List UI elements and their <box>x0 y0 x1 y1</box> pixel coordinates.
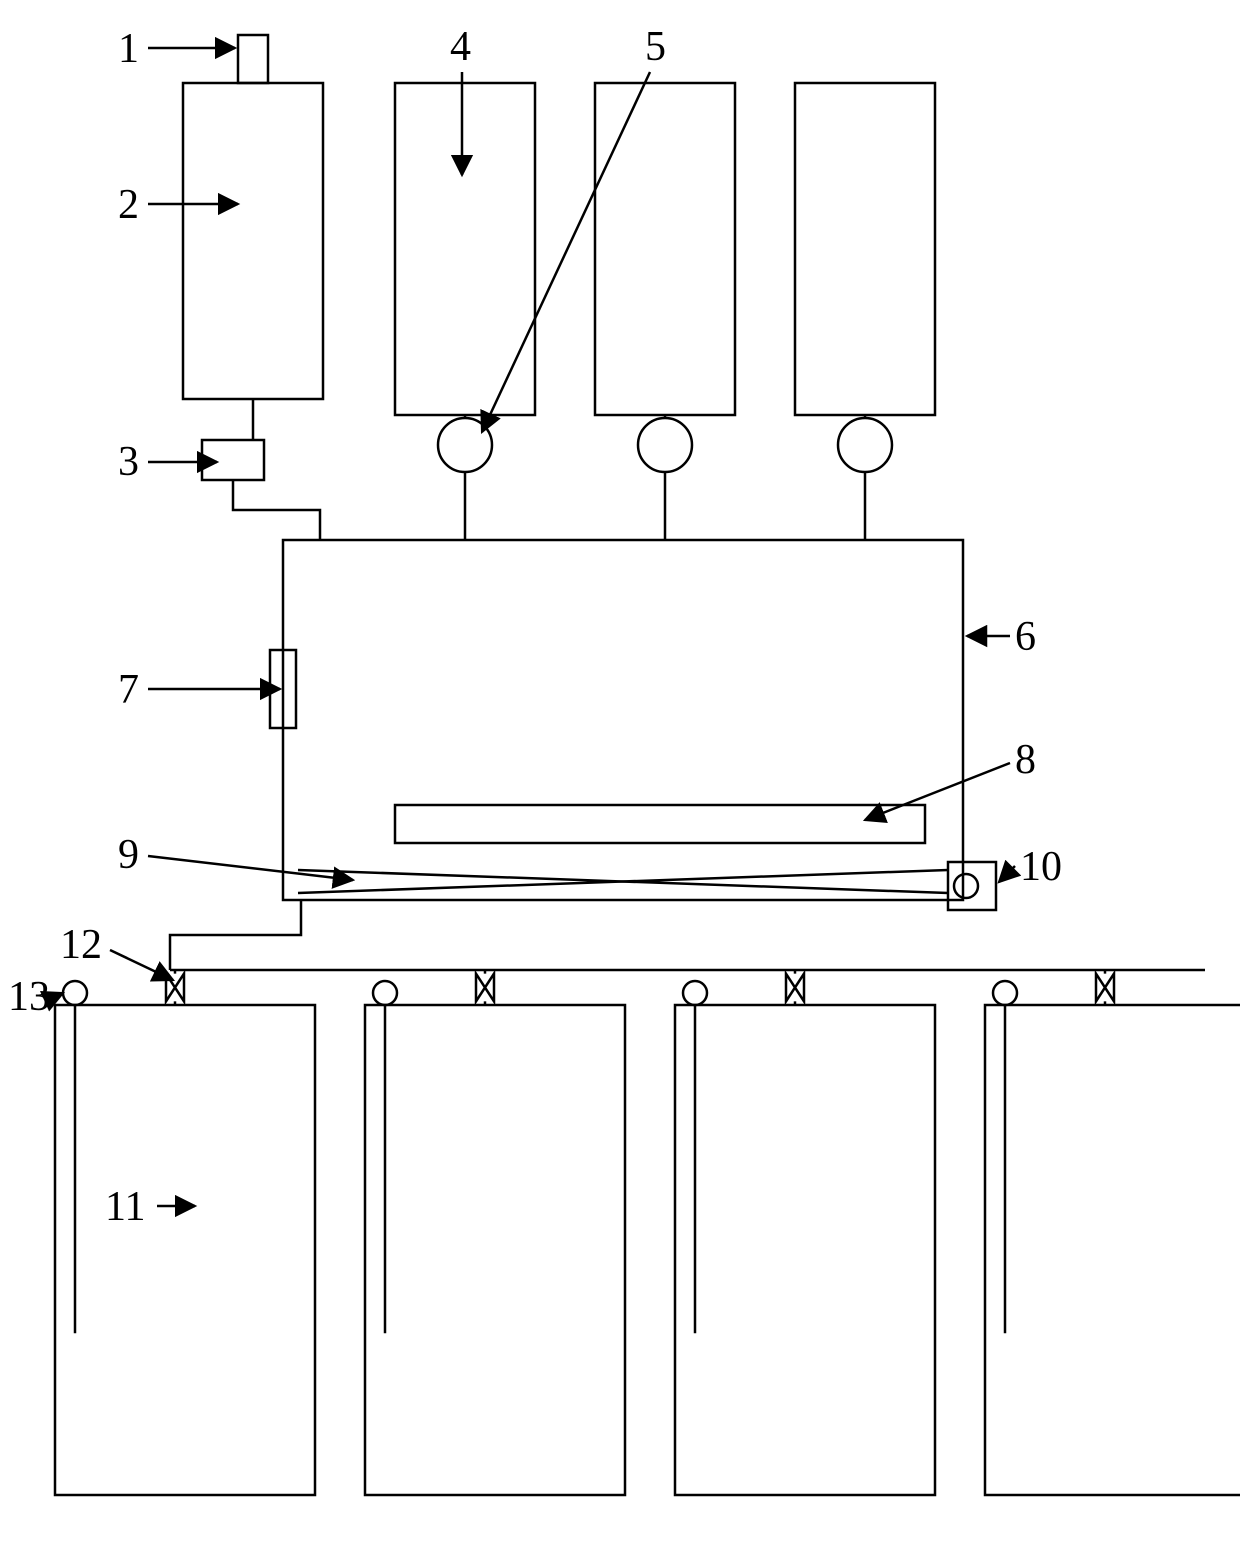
label-12: 12 <box>60 922 102 968</box>
component-1 <box>238 35 268 83</box>
label-2: 2 <box>118 182 139 228</box>
label-9: 9 <box>118 832 139 878</box>
valve-3 <box>1096 974 1114 1002</box>
storage-tank-2 <box>675 1005 935 1495</box>
label-8: 8 <box>1015 737 1036 783</box>
leader-12 <box>110 950 173 980</box>
top-tank-1 <box>595 83 735 415</box>
component-3 <box>202 440 264 480</box>
component-10-circle <box>954 874 978 898</box>
storage-tank-0 <box>55 1005 315 1495</box>
sensor-1 <box>373 981 397 1005</box>
top-tank-2 <box>795 83 935 415</box>
component-2 <box>183 83 323 399</box>
label-13: 13 <box>8 974 50 1020</box>
pipe-3-6 <box>233 480 320 540</box>
label-7: 7 <box>118 667 139 713</box>
storage-tank-1 <box>365 1005 625 1495</box>
label-1: 1 <box>118 26 139 72</box>
label-5: 5 <box>645 24 666 70</box>
label-4: 4 <box>450 24 471 70</box>
leader-8 <box>865 763 1010 820</box>
pump-2 <box>838 418 892 472</box>
label-10: 10 <box>1020 844 1062 890</box>
leader-10 <box>999 866 1015 882</box>
sensor-2 <box>683 981 707 1005</box>
pump-1 <box>638 418 692 472</box>
leader-13 <box>54 993 63 997</box>
sensor-3 <box>993 981 1017 1005</box>
pipe-6-manifold <box>170 900 301 970</box>
component-6 <box>283 540 963 900</box>
sensor-0 <box>63 981 87 1005</box>
valve-2 <box>786 974 804 1002</box>
storage-tank-3 <box>985 1005 1240 1495</box>
label-6: 6 <box>1015 614 1036 660</box>
leader-9 <box>148 856 353 880</box>
label-11: 11 <box>105 1184 145 1230</box>
valve-1 <box>476 974 494 1002</box>
leader-5 <box>482 72 650 432</box>
label-3: 3 <box>118 439 139 485</box>
component-8 <box>395 805 925 843</box>
